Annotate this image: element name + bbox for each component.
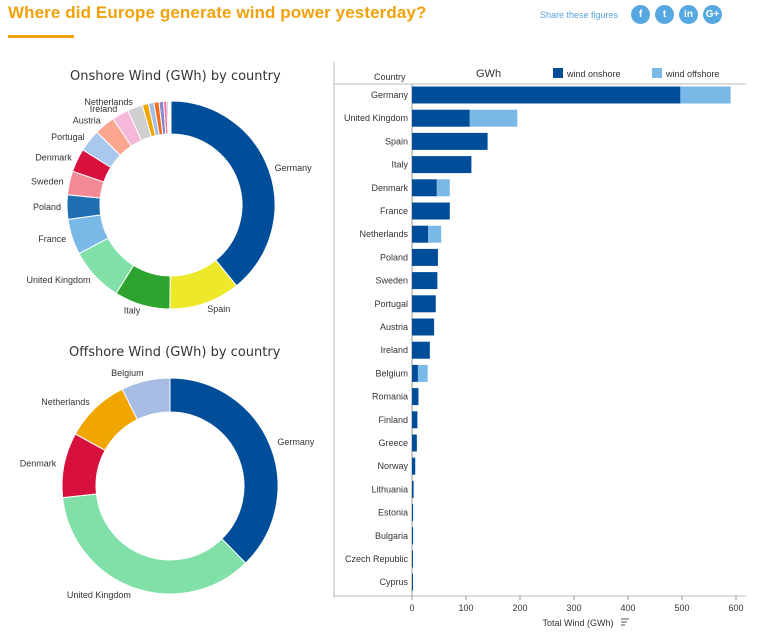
x-tick-label-400: 400 [620, 603, 635, 613]
bar-united-kingdom-wind-offshore[interactable] [469, 109, 518, 127]
bar-finland-wind-onshore[interactable] [412, 411, 418, 429]
bar-norway-wind-onshore[interactable] [412, 457, 416, 475]
category-label-france: France [380, 206, 408, 216]
bar-austria-wind-onshore[interactable] [412, 318, 435, 336]
bar-greece-wind-onshore[interactable] [412, 434, 417, 452]
onshore-label-sweden: Sweden [31, 177, 64, 187]
onshore-label-france: France [38, 234, 66, 244]
x-tick-label-300: 300 [566, 603, 581, 613]
legend-swatch-wind-offshore [652, 68, 662, 78]
bar-czech-republic-wind-onshore[interactable] [412, 550, 413, 568]
linkedin-icon[interactable]: in [679, 5, 698, 24]
sort-icon[interactable] [621, 618, 629, 626]
onshore-label-netherlands: Netherlands [84, 97, 133, 107]
category-label-greece: Greece [378, 438, 408, 448]
bar-spain-wind-onshore[interactable] [412, 132, 488, 150]
bar-germany-wind-onshore[interactable] [412, 86, 681, 104]
offshore-label-germany: Germany [277, 437, 315, 447]
legend-swatch-wind-onshore [553, 68, 563, 78]
offshore-label-netherlands: Netherlands [41, 397, 90, 407]
category-label-lithuania: Lithuania [371, 484, 408, 494]
legend-label-wind-offshore: wind offshore [665, 69, 719, 79]
offshore-label-united-kingdom: United Kingdom [67, 590, 131, 600]
category-label-germany: Germany [371, 90, 409, 100]
x-tick-label-500: 500 [674, 603, 689, 613]
onshore-label-united-kingdom: United Kingdom [27, 275, 91, 285]
bar-france-wind-onshore[interactable] [412, 202, 450, 220]
category-label-denmark: Denmark [371, 183, 408, 193]
bar-netherlands-wind-onshore[interactable] [412, 225, 429, 243]
category-label-belgium: Belgium [375, 368, 408, 378]
bar-poland-wind-onshore[interactable] [412, 248, 438, 266]
category-label-cyprus: Cyprus [379, 577, 408, 587]
onshore-slice-germany[interactable] [170, 100, 276, 287]
category-label-romania: Romania [372, 392, 408, 402]
x-tick-label-0: 0 [409, 603, 414, 613]
onshore-label-spain: Spain [207, 304, 230, 314]
bar-estonia-wind-onshore[interactable] [412, 504, 414, 522]
category-label-austria: Austria [380, 322, 408, 332]
category-label-estonia: Estonia [378, 508, 408, 518]
bar-belgium-wind-offshore[interactable] [417, 364, 428, 382]
bar-denmark-wind-offshore[interactable] [436, 179, 450, 197]
offshore-label-belgium: Belgium [111, 368, 144, 378]
bar-chart-title: GWh [476, 68, 501, 80]
title-underline [8, 35, 74, 38]
category-label-portugal: Portugal [374, 299, 408, 309]
bar-lithuania-wind-onshore[interactable] [412, 480, 414, 498]
category-label-united-kingdom: United Kingdom [344, 113, 408, 123]
facebook-icon[interactable]: f [631, 5, 650, 24]
onshore-label-germany: Germany [275, 163, 313, 173]
onshore-label-portugal: Portugal [51, 132, 85, 142]
onshore-label-austria: Austria [73, 115, 101, 125]
onshore-label-denmark: Denmark [35, 153, 72, 163]
bar-belgium-wind-onshore[interactable] [412, 364, 418, 382]
onshore-pie-title: Onshore Wind (GWh) by country [70, 69, 281, 84]
googleplus-icon[interactable]: G+ [703, 5, 722, 24]
offshore-label-denmark: Denmark [20, 458, 57, 468]
offshore-pie-title: Offshore Wind (GWh) by country [69, 345, 281, 360]
twitter-icon[interactable]: t [655, 5, 674, 24]
category-label-czech-republic: Czech Republic [345, 554, 409, 564]
bar-sweden-wind-onshore[interactable] [412, 272, 438, 290]
share-label: Share these figures [540, 10, 619, 20]
bar-ireland-wind-onshore[interactable] [412, 341, 430, 359]
category-label-netherlands: Netherlands [359, 229, 408, 239]
category-label-norway: Norway [377, 461, 408, 471]
bar-bulgaria-wind-onshore[interactable] [412, 527, 414, 545]
page-title: Where did Europe generate wind power yes… [8, 3, 427, 22]
category-label-sweden: Sweden [375, 276, 408, 286]
bar-denmark-wind-onshore[interactable] [412, 179, 437, 197]
bar-portugal-wind-onshore[interactable] [412, 295, 436, 313]
bar-netherlands-wind-offshore[interactable] [428, 225, 442, 243]
category-label-finland: Finland [378, 415, 408, 425]
category-label-poland: Poland [380, 252, 408, 262]
offshore-slice-belgium[interactable] [121, 377, 171, 421]
category-label-italy: Italy [391, 160, 408, 170]
x-axis-label: Total Wind (GWh) [542, 618, 613, 628]
bar-italy-wind-onshore[interactable] [412, 156, 472, 174]
bar-united-kingdom-wind-onshore[interactable] [412, 109, 470, 127]
category-label-bulgaria: Bulgaria [375, 531, 408, 541]
category-label-spain: Spain [385, 136, 408, 146]
x-tick-label-600: 600 [728, 603, 743, 613]
x-tick-label-100: 100 [458, 603, 473, 613]
onshore-label-italy: Italy [124, 306, 141, 316]
x-tick-label-200: 200 [512, 603, 527, 613]
country-column-header: Country [374, 72, 406, 82]
category-label-ireland: Ireland [380, 345, 408, 355]
offshore-slice-germany[interactable] [169, 377, 279, 564]
legend-label-wind-onshore: wind onshore [566, 69, 621, 79]
bar-cyprus-wind-onshore[interactable] [412, 573, 413, 591]
onshore-label-poland: Poland [33, 202, 61, 212]
onshore-label-ireland: Ireland [90, 104, 118, 114]
bar-romania-wind-onshore[interactable] [412, 388, 419, 406]
bar-germany-wind-offshore[interactable] [680, 86, 731, 104]
